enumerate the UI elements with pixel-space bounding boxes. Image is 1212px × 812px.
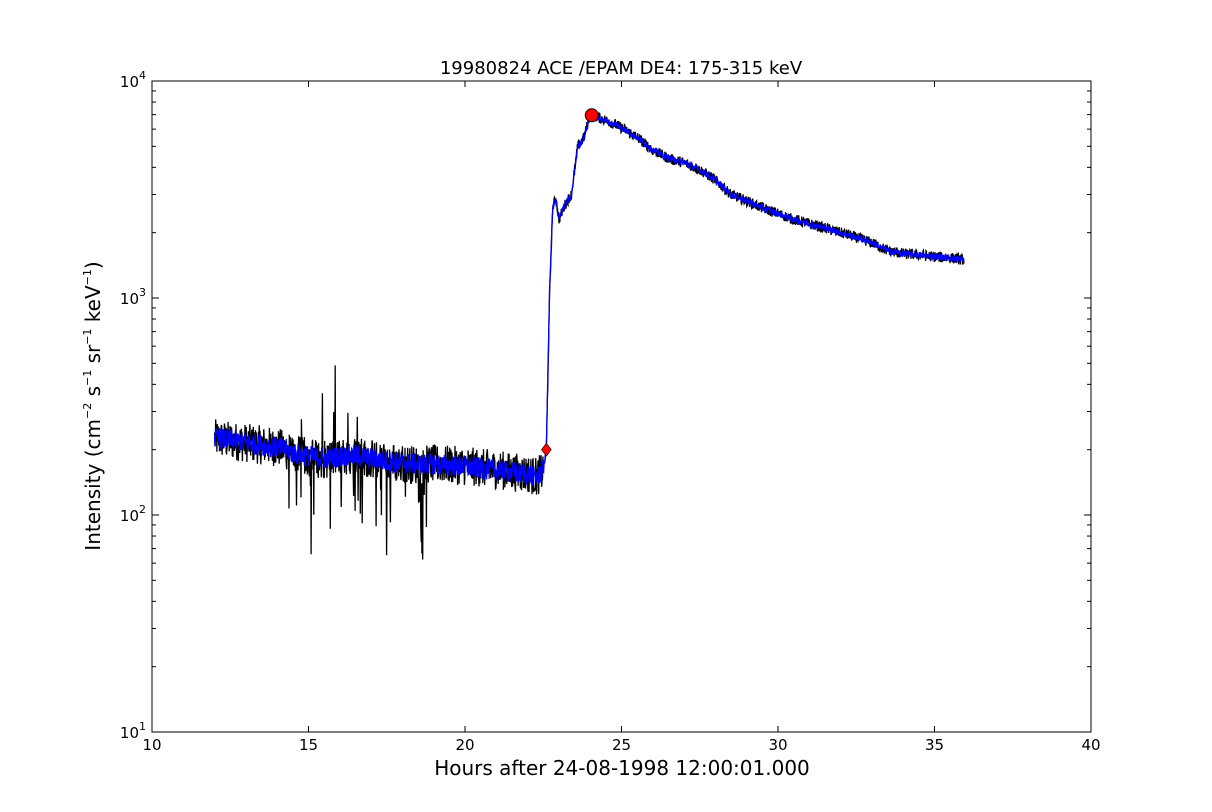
plot-area bbox=[151, 80, 1092, 733]
x-tick-labels: 10 15 20 25 30 35 40 bbox=[142, 736, 1100, 754]
y-tick-labels: 101 102 103 104 bbox=[120, 69, 146, 742]
peak-marker bbox=[584, 108, 599, 123]
x-tick-label: 10 bbox=[142, 736, 161, 754]
x-tick-label: 30 bbox=[768, 736, 787, 754]
chart-title: 19980824 ACE /EPAM DE4: 175-315 keV bbox=[440, 58, 803, 79]
x-tick-label: 35 bbox=[925, 736, 944, 754]
y-axis-label: Intensity (cm−2 s−1 sr−1 keV−1) bbox=[81, 261, 105, 550]
onset-marker bbox=[541, 442, 552, 457]
y-tick-label: 101 bbox=[120, 720, 146, 742]
x-axis-label: Hours after 24-08-1998 12:00:01.000 bbox=[434, 756, 810, 780]
y-tick-label: 103 bbox=[120, 286, 146, 308]
x-tick-label: 25 bbox=[612, 736, 631, 754]
marker-layer bbox=[541, 108, 599, 457]
x-tick-label: 15 bbox=[299, 736, 318, 754]
tick-layer bbox=[151, 80, 1092, 733]
x-tick-label: 20 bbox=[455, 736, 474, 754]
y-tick-label: 104 bbox=[120, 69, 146, 91]
x-tick-label: 40 bbox=[1081, 736, 1100, 754]
y-tick-label: 102 bbox=[120, 503, 146, 525]
